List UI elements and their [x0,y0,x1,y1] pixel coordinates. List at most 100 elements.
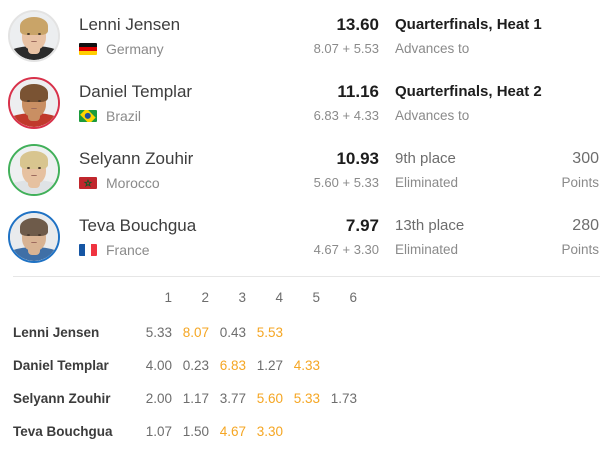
status-column: Quarterfinals, Heat 2 Advances to [379,81,542,124]
athlete-result-row[interactable]: Daniel Templar Brazil 11.16 6.83 + 4.33 Quar… [0,69,613,136]
attempts-athlete-name[interactable]: Lenni Jensen [13,325,100,340]
attempt-score-best: 3.30 [256,424,283,439]
country-line: France [79,242,261,258]
attempts-body: Lenni Jensen 5.33 8.07 0.43 5.53 Daniel Templ… [13,316,357,448]
country-name: Brazil [106,108,142,124]
table-row: Daniel Templar 4.00 0.23 6.83 1.27 4.33 [13,349,357,382]
country-name: Morocco [106,175,160,191]
flag-france-icon [79,244,97,256]
score-breakdown: 5.60 + 5.33 [313,175,379,190]
status-sub: Advances to [395,108,470,123]
flag-morocco-icon [79,177,97,189]
attempt-score-best: 4.33 [293,358,320,373]
attempt-score [283,415,320,448]
country-line: Germany [79,41,261,57]
table-row: Teva Bouchgua 1.07 1.50 4.67 3.30 [13,415,357,448]
attempt-column-header: 6 [349,290,357,305]
score-total: 7.97 [345,216,379,235]
attempt-score: 4.00 [145,358,172,373]
country-name: Germany [106,41,164,57]
attempt-score [320,415,357,448]
country-line: Morocco [79,175,261,191]
avatar-portrait [10,78,58,127]
attempt-score: 0.23 [182,358,209,373]
score-column: 10.93 5.60 + 5.33 [261,148,379,191]
attempt-score: 1.27 [256,358,283,373]
attempt-score [283,316,320,349]
status-sub: Eliminated [395,175,459,190]
status-sub: Advances to [395,41,470,56]
score-breakdown: 6.83 + 4.33 [313,108,379,123]
attempt-score: 1.50 [182,424,209,439]
athlete-result-row[interactable]: Selyann Zouhir Morocco 10.93 5.60 + 5.33 9th… [0,136,613,203]
status-main: 13th place [395,217,465,234]
athlete-name[interactable]: Daniel Templar [79,82,193,101]
score-total: 10.93 [336,149,379,168]
points-column: 280 Points [537,215,599,258]
flag-germany-icon [79,43,97,55]
attempts-athlete-name[interactable]: Selyann Zouhir [13,391,111,406]
attempts-athlete-name[interactable]: Daniel Templar [13,358,109,373]
points-value: 300 [572,150,599,167]
table-row: Selyann Zouhir 2.00 1.17 3.77 5.60 5.33 1.73 [13,382,357,415]
points-column: 300 Points [537,148,599,191]
avatar[interactable] [8,210,60,263]
results-list: Lenni Jensen Germany 13.60 8.07 + 5.53 Quart… [0,2,613,270]
attempt-score: 1.07 [145,424,172,439]
status-column: Quarterfinals, Heat 1 Advances to [379,14,542,57]
attempt-column-header: 5 [312,290,320,305]
status-column: 9th place Eliminated [379,148,537,191]
table-row: Lenni Jensen 5.33 8.07 0.43 5.53 [13,316,357,349]
attempt-score-best: 4.67 [219,424,246,439]
athlete-identity: Selyann Zouhir Morocco [79,148,261,191]
athlete-name[interactable]: Selyann Zouhir [79,149,194,168]
attempts-head: 1 2 3 4 5 6 [13,290,357,316]
athlete-result-row[interactable]: Teva Bouchgua France 7.97 4.67 + 3.30 13th p… [0,203,613,270]
attempts-athlete-name[interactable]: Teva Bouchgua [13,424,113,439]
avatar[interactable] [8,143,60,196]
attempt-score-best: 5.53 [256,325,283,340]
avatar[interactable] [8,9,60,62]
attempt-score: 5.33 [145,325,172,340]
score-total: 13.60 [336,15,379,34]
attempts-corner-cell [13,290,135,316]
status-column: 13th place Eliminated [379,215,537,258]
attempt-score: 1.73 [330,391,357,406]
attempt-column-header: 1 [164,290,172,305]
status-sub: Eliminated [395,242,459,257]
score-breakdown: 8.07 + 5.53 [313,41,379,56]
athlete-result-row[interactable]: Lenni Jensen Germany 13.60 8.07 + 5.53 Quart… [0,2,613,69]
avatar-portrait [10,212,58,261]
status-main: 9th place [395,150,456,167]
attempt-column-header: 3 [238,290,246,305]
points-label: Points [561,175,599,190]
score-total: 11.16 [337,82,379,101]
score-breakdown: 4.67 + 3.30 [313,242,379,257]
athlete-identity: Teva Bouchgua France [79,215,261,258]
attempts-header-row: 1 2 3 4 5 6 [13,290,357,316]
attempt-score: 1.17 [182,391,209,406]
status-main: Quarterfinals, Heat 2 [395,83,542,100]
athlete-name[interactable]: Teva Bouchgua [79,216,197,235]
points-column [537,33,599,38]
attempts-grid: 1 2 3 4 5 6 Lenni Jensen 5.33 8.07 0.43 5.53 Danie… [13,290,357,448]
avatar[interactable] [8,76,60,129]
attempt-score [320,316,357,349]
avatar-portrait [10,145,58,194]
athlete-identity: Daniel Templar Brazil [79,81,261,124]
avatar-portrait [10,11,58,60]
attempt-score-best: 6.83 [219,358,246,373]
attempt-score: 0.43 [219,325,246,340]
athlete-name[interactable]: Lenni Jensen [79,15,181,34]
section-divider [13,276,600,277]
score-column: 13.60 8.07 + 5.53 [261,14,379,57]
attempt-column-header: 4 [275,290,283,305]
attempt-score-best: 8.07 [182,325,209,340]
attempt-score: 3.77 [219,391,246,406]
attempt-score-best: 5.33 [293,391,320,406]
attempt-score-best: 5.60 [256,391,283,406]
points-column [537,100,599,105]
status-main: Quarterfinals, Heat 1 [395,16,542,33]
attempt-column-header: 2 [201,290,209,305]
attempt-score: 2.00 [145,391,172,406]
